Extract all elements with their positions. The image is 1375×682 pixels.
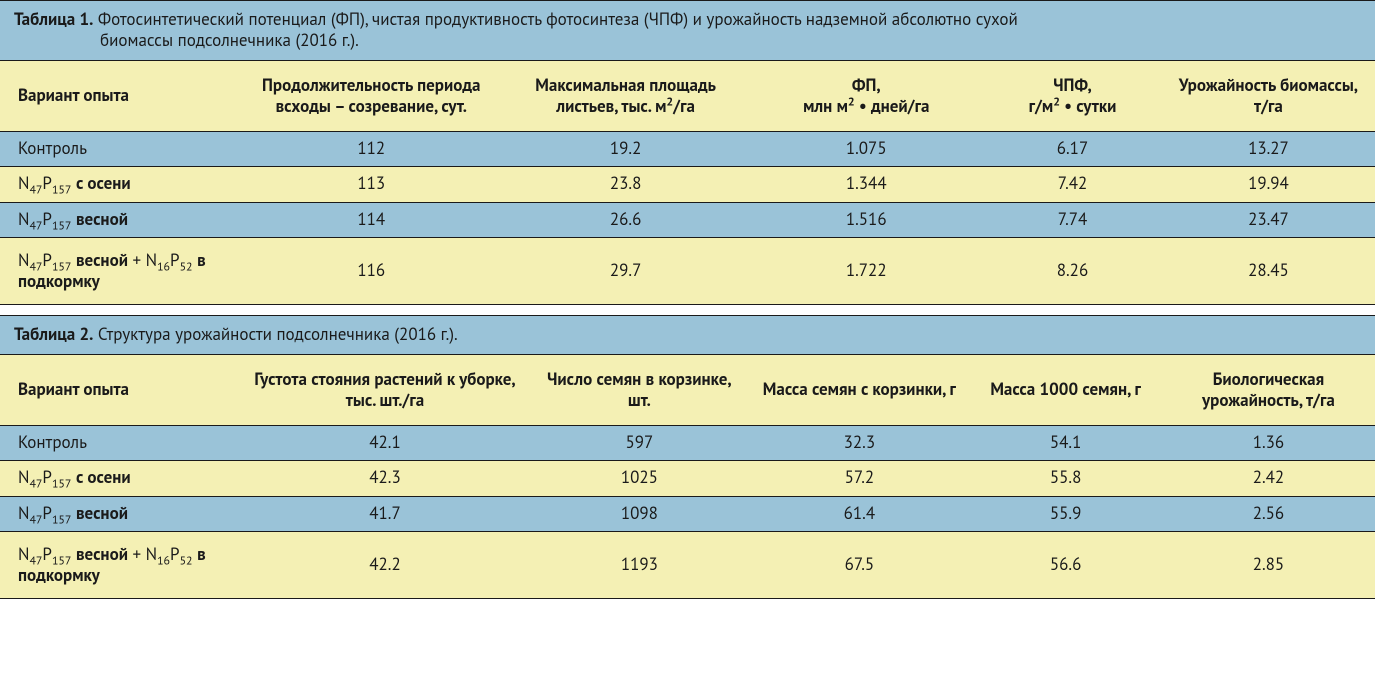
cell-variant: N47P157 с осени — [0, 461, 241, 496]
table-1: Таблица 1. Фотосинтетический потенциал (… — [0, 0, 1375, 305]
cell-value: 1.075 — [749, 132, 983, 167]
cell-value: 54.1 — [969, 426, 1162, 461]
table-row: N47P157 весной + N16P52 в подкормку42.21… — [0, 531, 1375, 599]
table-1-caption-prefix: Таблица 1. — [14, 8, 93, 30]
table-row: N47P157 с осени42.3102557.255.82.42 — [0, 461, 1375, 496]
cell-value: 32.3 — [749, 426, 969, 461]
th-fp: ФП,млн м2 • дней/га — [749, 60, 983, 132]
table-1-body: Контроль11219.21.0756.1713.27N47P157 с о… — [0, 132, 1375, 305]
cell-value: 42.1 — [241, 426, 530, 461]
cell-value: 1.344 — [749, 167, 983, 202]
cell-value: 41.7 — [241, 496, 530, 531]
cell-value: 23.47 — [1162, 202, 1375, 237]
cell-value: 61.4 — [749, 496, 969, 531]
cell-value: 112 — [241, 132, 502, 167]
cell-value: 1098 — [529, 496, 749, 531]
table-2-header-row: Вариант опыта Густота стояния растений к… — [0, 354, 1375, 426]
cell-value: 1193 — [529, 531, 749, 599]
cell-value: 42.3 — [241, 461, 530, 496]
th2-variant: Вариант опыта — [0, 354, 241, 426]
cell-value: 1.36 — [1162, 426, 1375, 461]
th2-seed-mass: Масса семян с корзинки, г — [749, 354, 969, 426]
table-row: N47P157 весной11426.61.5167.7423.47 — [0, 202, 1375, 237]
cell-value: 42.2 — [241, 531, 530, 599]
cell-value: 56.6 — [969, 531, 1162, 599]
th-chpf: ЧПФ,г/м2 • сутки — [983, 60, 1162, 132]
cell-variant: N47P157 весной — [0, 496, 241, 531]
cell-variant: N47P157 весной + N16P52 в подкормку — [0, 237, 241, 305]
cell-value: 7.42 — [983, 167, 1162, 202]
cell-value: 7.74 — [983, 202, 1162, 237]
table-2-caption-row: Таблица 2. Структура урожайности подсолн… — [0, 316, 1375, 354]
cell-value: 2.56 — [1162, 496, 1375, 531]
th2-density: Густота стояния растений к уборке, тыс. … — [241, 354, 530, 426]
cell-variant: Контроль — [0, 426, 241, 461]
cell-value: 1025 — [529, 461, 749, 496]
cell-value: 2.42 — [1162, 461, 1375, 496]
cell-value: 8.26 — [983, 237, 1162, 305]
table-2-body: Контроль42.159732.354.11.36N47P157 с осе… — [0, 426, 1375, 599]
table-1-caption-line1: Фотосинтетический потенциал (ФП), чистая… — [93, 8, 1017, 30]
cell-value: 55.9 — [969, 496, 1162, 531]
cell-value: 1.516 — [749, 202, 983, 237]
cell-value: 19.2 — [502, 132, 750, 167]
cell-value: 23.8 — [502, 167, 750, 202]
cell-value: 13.27 — [1162, 132, 1375, 167]
table-1-caption-line2: биомассы подсолнечника (2016 г.). — [14, 30, 1361, 51]
th-variant: Вариант опыта — [0, 60, 241, 132]
th2-seed-count: Число семян в корзинке, шт. — [529, 354, 749, 426]
cell-value: 19.94 — [1162, 167, 1375, 202]
table-1-header-row: Вариант опыта Продолжительность периода … — [0, 60, 1375, 132]
cell-value: 57.2 — [749, 461, 969, 496]
cell-value: 29.7 — [502, 237, 750, 305]
table-row: Контроль11219.21.0756.1713.27 — [0, 132, 1375, 167]
cell-variant: N47P157 весной + N16P52 в подкормку — [0, 531, 241, 599]
th2-bio-yield: Биологическая урожайность, т/га — [1162, 354, 1375, 426]
cell-variant: N47P157 с осени — [0, 167, 241, 202]
th-duration: Продолжительность периода всходы – созре… — [241, 60, 502, 132]
table-2-caption: Таблица 2. Структура урожайности подсолн… — [0, 316, 1375, 354]
table-2-caption-prefix: Таблица 2. — [14, 323, 93, 345]
table-2-caption-text: Структура урожайности подсолнечника (201… — [93, 323, 457, 345]
table-1-caption: Таблица 1. Фотосинтетический потенциал (… — [0, 1, 1375, 61]
table-row: Контроль42.159732.354.11.36 — [0, 426, 1375, 461]
th-leaf-area: Максимальная площадь листьев, тыс. м2/га — [502, 60, 750, 132]
cell-value: 113 — [241, 167, 502, 202]
cell-value: 26.6 — [502, 202, 750, 237]
th2-mass-1000: Масса 1000 семян, г — [969, 354, 1162, 426]
table-row: N47P157 с осени11323.81.3447.4219.94 — [0, 167, 1375, 202]
cell-value: 116 — [241, 237, 502, 305]
table-1-caption-row: Таблица 1. Фотосинтетический потенциал (… — [0, 1, 1375, 61]
cell-value: 597 — [529, 426, 749, 461]
cell-value: 28.45 — [1162, 237, 1375, 305]
table-2: Таблица 2. Структура урожайности подсолн… — [0, 315, 1375, 599]
table-row: N47P157 весной + N16P52 в подкормку11629… — [0, 237, 1375, 305]
cell-variant: Контроль — [0, 132, 241, 167]
cell-value: 2.85 — [1162, 531, 1375, 599]
cell-value: 67.5 — [749, 531, 969, 599]
cell-value: 6.17 — [983, 132, 1162, 167]
cell-variant: N47P157 весной — [0, 202, 241, 237]
cell-value: 114 — [241, 202, 502, 237]
table-row: N47P157 весной41.7109861.455.92.56 — [0, 496, 1375, 531]
th-yield: Урожайность биомассы, т/га — [1162, 60, 1375, 132]
cell-value: 1.722 — [749, 237, 983, 305]
cell-value: 55.8 — [969, 461, 1162, 496]
